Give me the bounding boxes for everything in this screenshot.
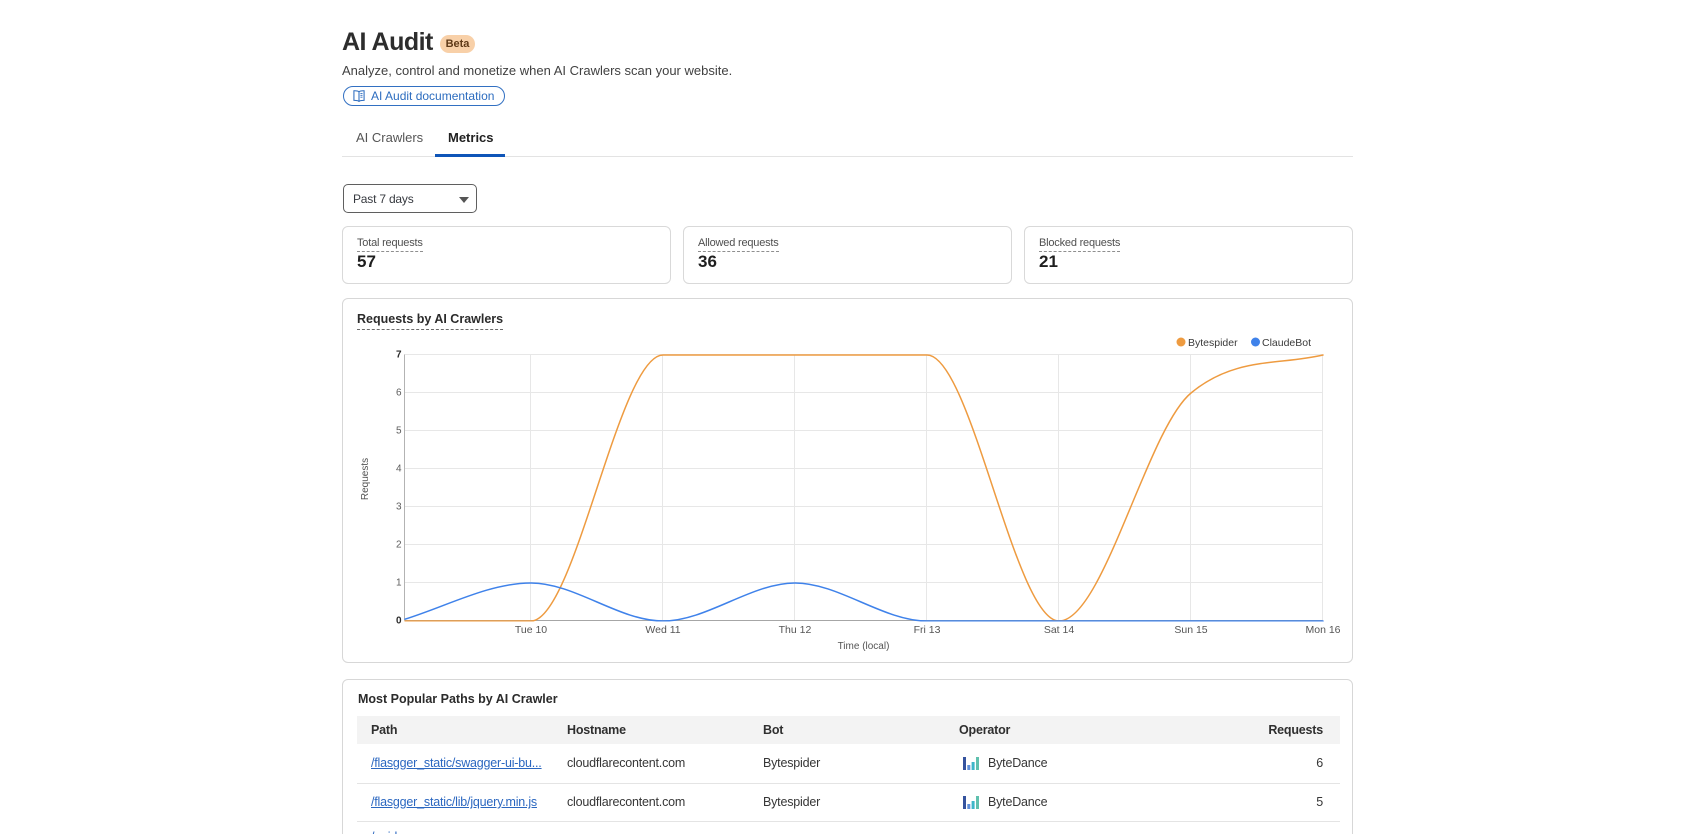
svg-text:Fri 13: Fri 13 — [914, 624, 941, 636]
svg-text:Mon 16: Mon 16 — [1305, 624, 1340, 636]
svg-text:Tue 10: Tue 10 — [515, 624, 547, 636]
svg-text:2: 2 — [396, 540, 402, 551]
svg-text:4: 4 — [396, 464, 402, 475]
svg-text:3: 3 — [396, 502, 402, 513]
svg-text:Bytespider: Bytespider — [1188, 337, 1238, 349]
svg-text:0: 0 — [396, 616, 402, 627]
svg-text:Sun 15: Sun 15 — [1174, 624, 1207, 636]
svg-text:ClaudeBot: ClaudeBot — [1262, 337, 1311, 349]
svg-text:Sat 14: Sat 14 — [1044, 624, 1075, 636]
svg-text:5: 5 — [396, 426, 402, 437]
svg-text:1: 1 — [396, 578, 402, 589]
svg-text:6: 6 — [396, 388, 402, 399]
svg-text:Requests: Requests — [360, 458, 371, 500]
svg-text:7: 7 — [396, 350, 402, 361]
svg-text:Time (local): Time (local) — [838, 641, 890, 652]
svg-text:Thu 12: Thu 12 — [779, 624, 812, 636]
svg-text:Wed 11: Wed 11 — [645, 624, 680, 636]
